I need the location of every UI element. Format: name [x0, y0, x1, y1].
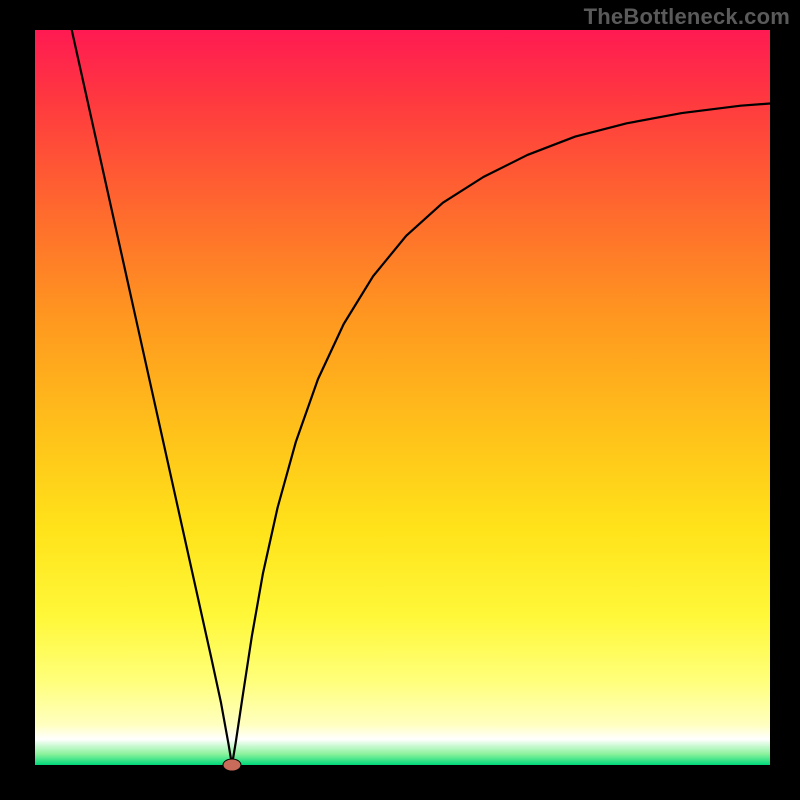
chart-canvas: { "watermark": { "text": "TheBottleneck.… [0, 0, 800, 800]
chart-svg [0, 0, 800, 800]
watermark-text: TheBottleneck.com [584, 4, 790, 30]
